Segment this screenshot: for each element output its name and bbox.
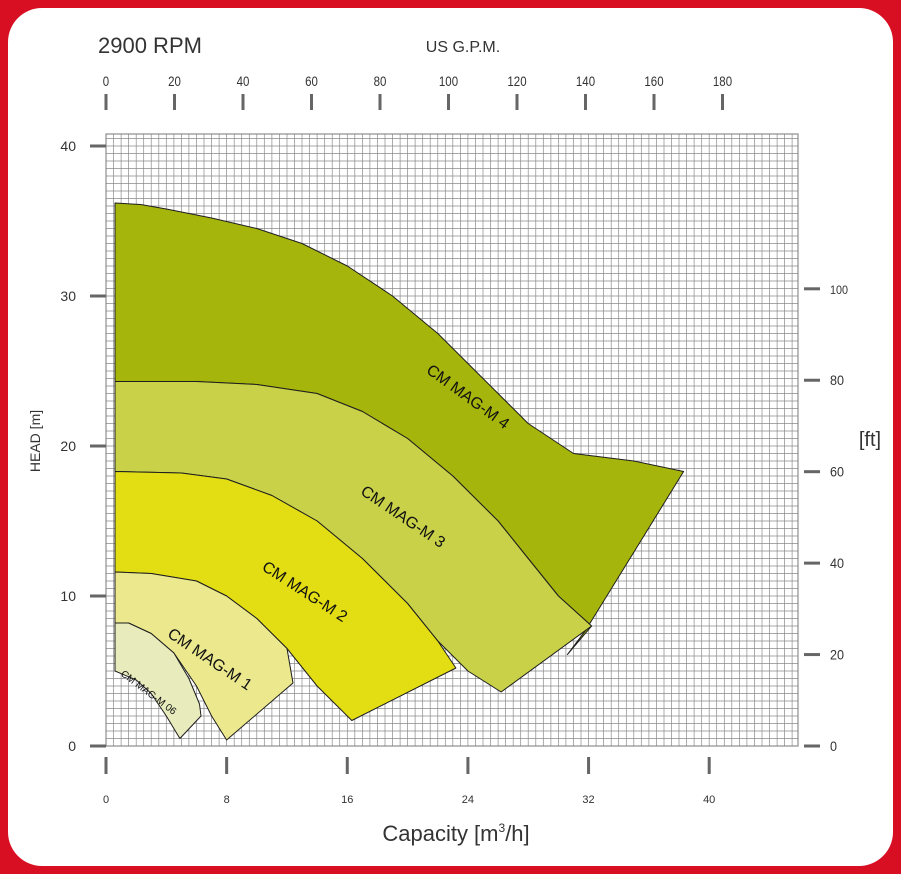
gpm-tick-mark-9 bbox=[721, 94, 725, 110]
x-tick-label-2: 16 bbox=[341, 794, 353, 806]
gpm-tick-label-8: 160 bbox=[644, 73, 663, 89]
y-tick-mark-3 bbox=[90, 294, 106, 298]
gpm-tick-mark-1 bbox=[173, 94, 177, 110]
gpm-tick-label-5: 100 bbox=[439, 73, 458, 89]
ft-tick-label-1: 20 bbox=[830, 647, 844, 663]
ft-tick-mark-4 bbox=[804, 378, 820, 382]
ft-tick-label-2: 40 bbox=[830, 555, 844, 571]
right-axis-title: [ft] bbox=[859, 429, 881, 451]
gpm-tick-label-2: 40 bbox=[237, 73, 250, 89]
x-tick-label-1: 8 bbox=[224, 794, 230, 806]
gpm-tick-label-9: 180 bbox=[713, 73, 732, 89]
x-tick-label-0: 0 bbox=[103, 794, 109, 806]
y-tick-label-1: 10 bbox=[60, 588, 76, 604]
x-tick-mark-0 bbox=[104, 757, 108, 774]
y-tick-mark-2 bbox=[90, 444, 106, 448]
y-tick-label-0: 0 bbox=[68, 738, 76, 754]
gpm-tick-mark-7 bbox=[584, 94, 588, 110]
ft-tick-label-4: 80 bbox=[830, 373, 844, 389]
x-axis-title-main: Capacity [m bbox=[382, 821, 498, 846]
x-tick-mark-2 bbox=[345, 757, 349, 774]
series-area-4 bbox=[114, 622, 202, 739]
gpm-tick-mark-2 bbox=[241, 94, 245, 110]
gpm-tick-label-4: 80 bbox=[374, 73, 387, 89]
y-tick-label-3: 30 bbox=[60, 288, 76, 304]
plot-border bbox=[105, 133, 799, 747]
top-axis-title: US G.P.M. bbox=[426, 39, 500, 56]
chart-card: CM MAG-M 4 CM MAG-M 3 CM MAG-M 2 CM MAG-M 1… bbox=[8, 8, 893, 866]
y-tick-mark-1 bbox=[90, 594, 106, 598]
y-tick-mark-4 bbox=[90, 144, 106, 148]
x-tick-mark-5 bbox=[707, 757, 711, 774]
gpm-tick-mark-0 bbox=[104, 94, 108, 110]
gpm-tick-mark-3 bbox=[310, 94, 314, 110]
ft-tick-label-3: 60 bbox=[830, 464, 844, 480]
y-tick-label-4: 40 bbox=[60, 138, 76, 154]
curve-areas bbox=[114, 202, 685, 741]
performance-chart: CM MAG-M 4CM MAG-M 3CM MAG-M 2CM MAG-M 1… bbox=[27, 33, 881, 846]
ft-tick-label-0: 0 bbox=[830, 738, 837, 754]
gpm-tick-label-6: 120 bbox=[507, 73, 526, 89]
gpm-tick-mark-8 bbox=[652, 94, 656, 110]
ft-tick-mark-1 bbox=[804, 653, 820, 657]
left-axis-title: HEAD [m] bbox=[27, 410, 43, 472]
ft-tick-mark-0 bbox=[804, 744, 820, 748]
x-tick-mark-4 bbox=[587, 757, 591, 774]
x-tick-label-3: 24 bbox=[462, 794, 474, 806]
x-tick-mark-1 bbox=[225, 757, 229, 774]
ft-tick-mark-2 bbox=[804, 561, 820, 565]
ft-tick-mark-3 bbox=[804, 470, 820, 474]
gpm-tick-mark-4 bbox=[378, 94, 382, 110]
y-tick-mark-0 bbox=[90, 744, 106, 748]
gpm-tick-mark-6 bbox=[515, 94, 519, 110]
gpm-tick-label-0: 0 bbox=[103, 73, 109, 89]
gpm-tick-mark-5 bbox=[447, 94, 451, 110]
ft-tick-mark-5 bbox=[804, 287, 820, 291]
x-tick-mark-3 bbox=[466, 757, 470, 774]
x-axis-title: Capacity [m3/h] bbox=[382, 821, 529, 846]
x-tick-label-5: 40 bbox=[703, 794, 715, 806]
x-axis-title-sup: 3 bbox=[499, 821, 506, 835]
gpm-tick-label-7: 140 bbox=[576, 73, 595, 89]
gpm-tick-label-3: 60 bbox=[305, 73, 318, 89]
chart-title: 2900 RPM bbox=[98, 33, 202, 58]
ft-tick-label-5: 100 bbox=[830, 284, 848, 297]
x-tick-label-4: 32 bbox=[582, 794, 594, 806]
axes: 0 8 16 24 32 40 0 10 20 30 40 0 20 40 60 80 100 120 140 160… bbox=[60, 73, 848, 806]
x-axis-title-end: /h] bbox=[505, 821, 529, 846]
gpm-tick-label-1: 20 bbox=[168, 73, 181, 89]
y-tick-label-2: 20 bbox=[60, 438, 76, 454]
